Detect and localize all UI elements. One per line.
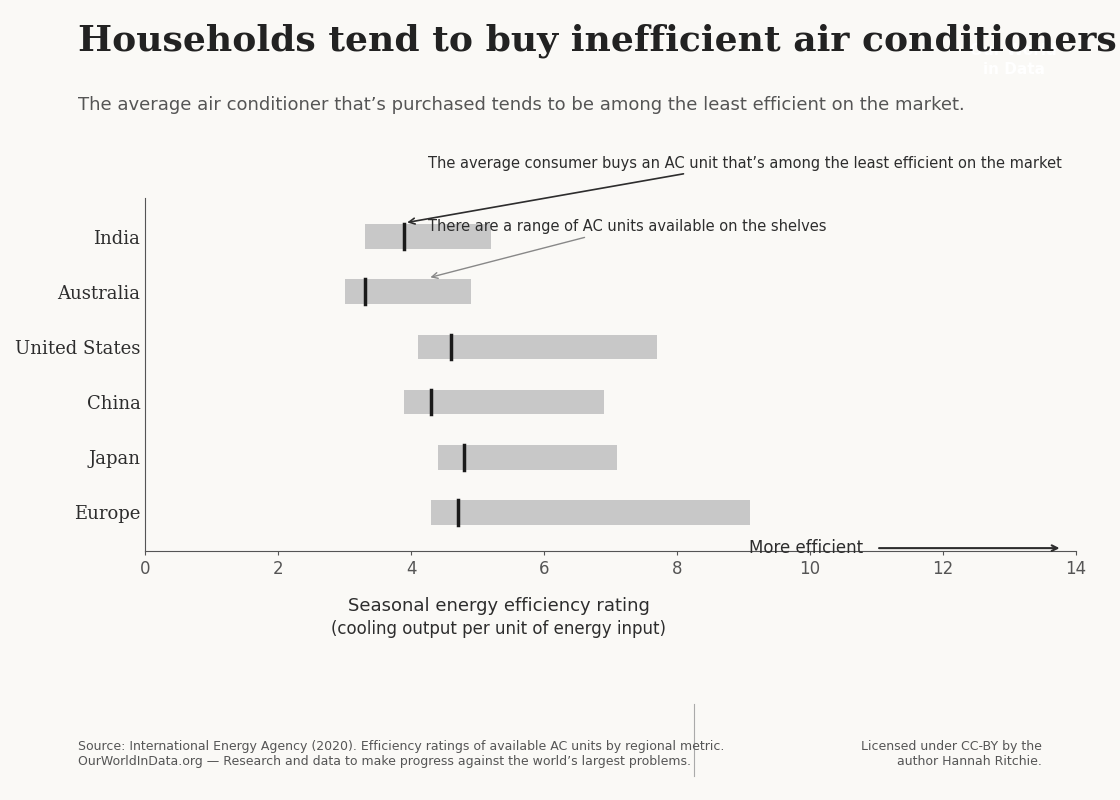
Bar [431, 500, 750, 525]
Text: More efficient: More efficient [749, 539, 864, 557]
Bar [438, 445, 617, 470]
Text: The average air conditioner that’s purchased tends to be among the least efficie: The average air conditioner that’s purch… [78, 96, 965, 114]
Bar [364, 224, 491, 249]
Text: (cooling output per unit of energy input): (cooling output per unit of energy input… [332, 620, 666, 638]
Text: Seasonal energy efficiency rating: Seasonal energy efficiency rating [348, 597, 650, 614]
Text: Households tend to buy inefficient air conditioners: Households tend to buy inefficient air c… [78, 24, 1117, 58]
Text: Licensed under CC-BY by the
author Hannah Ritchie.: Licensed under CC-BY by the author Hanna… [861, 740, 1042, 768]
Text: The average consumer buys an AC unit that’s among the least efficient on the mar: The average consumer buys an AC unit tha… [409, 155, 1062, 224]
Text: There are a range of AC units available on the shelves: There are a range of AC units available … [428, 219, 827, 278]
Bar [418, 334, 657, 359]
Bar [345, 279, 470, 304]
Text: Source: International Energy Agency (2020). Efficiency ratings of available AC u: Source: International Energy Agency (202… [78, 740, 725, 768]
Text: Our World
in Data: Our World in Data [970, 42, 1057, 78]
Bar [404, 390, 604, 414]
